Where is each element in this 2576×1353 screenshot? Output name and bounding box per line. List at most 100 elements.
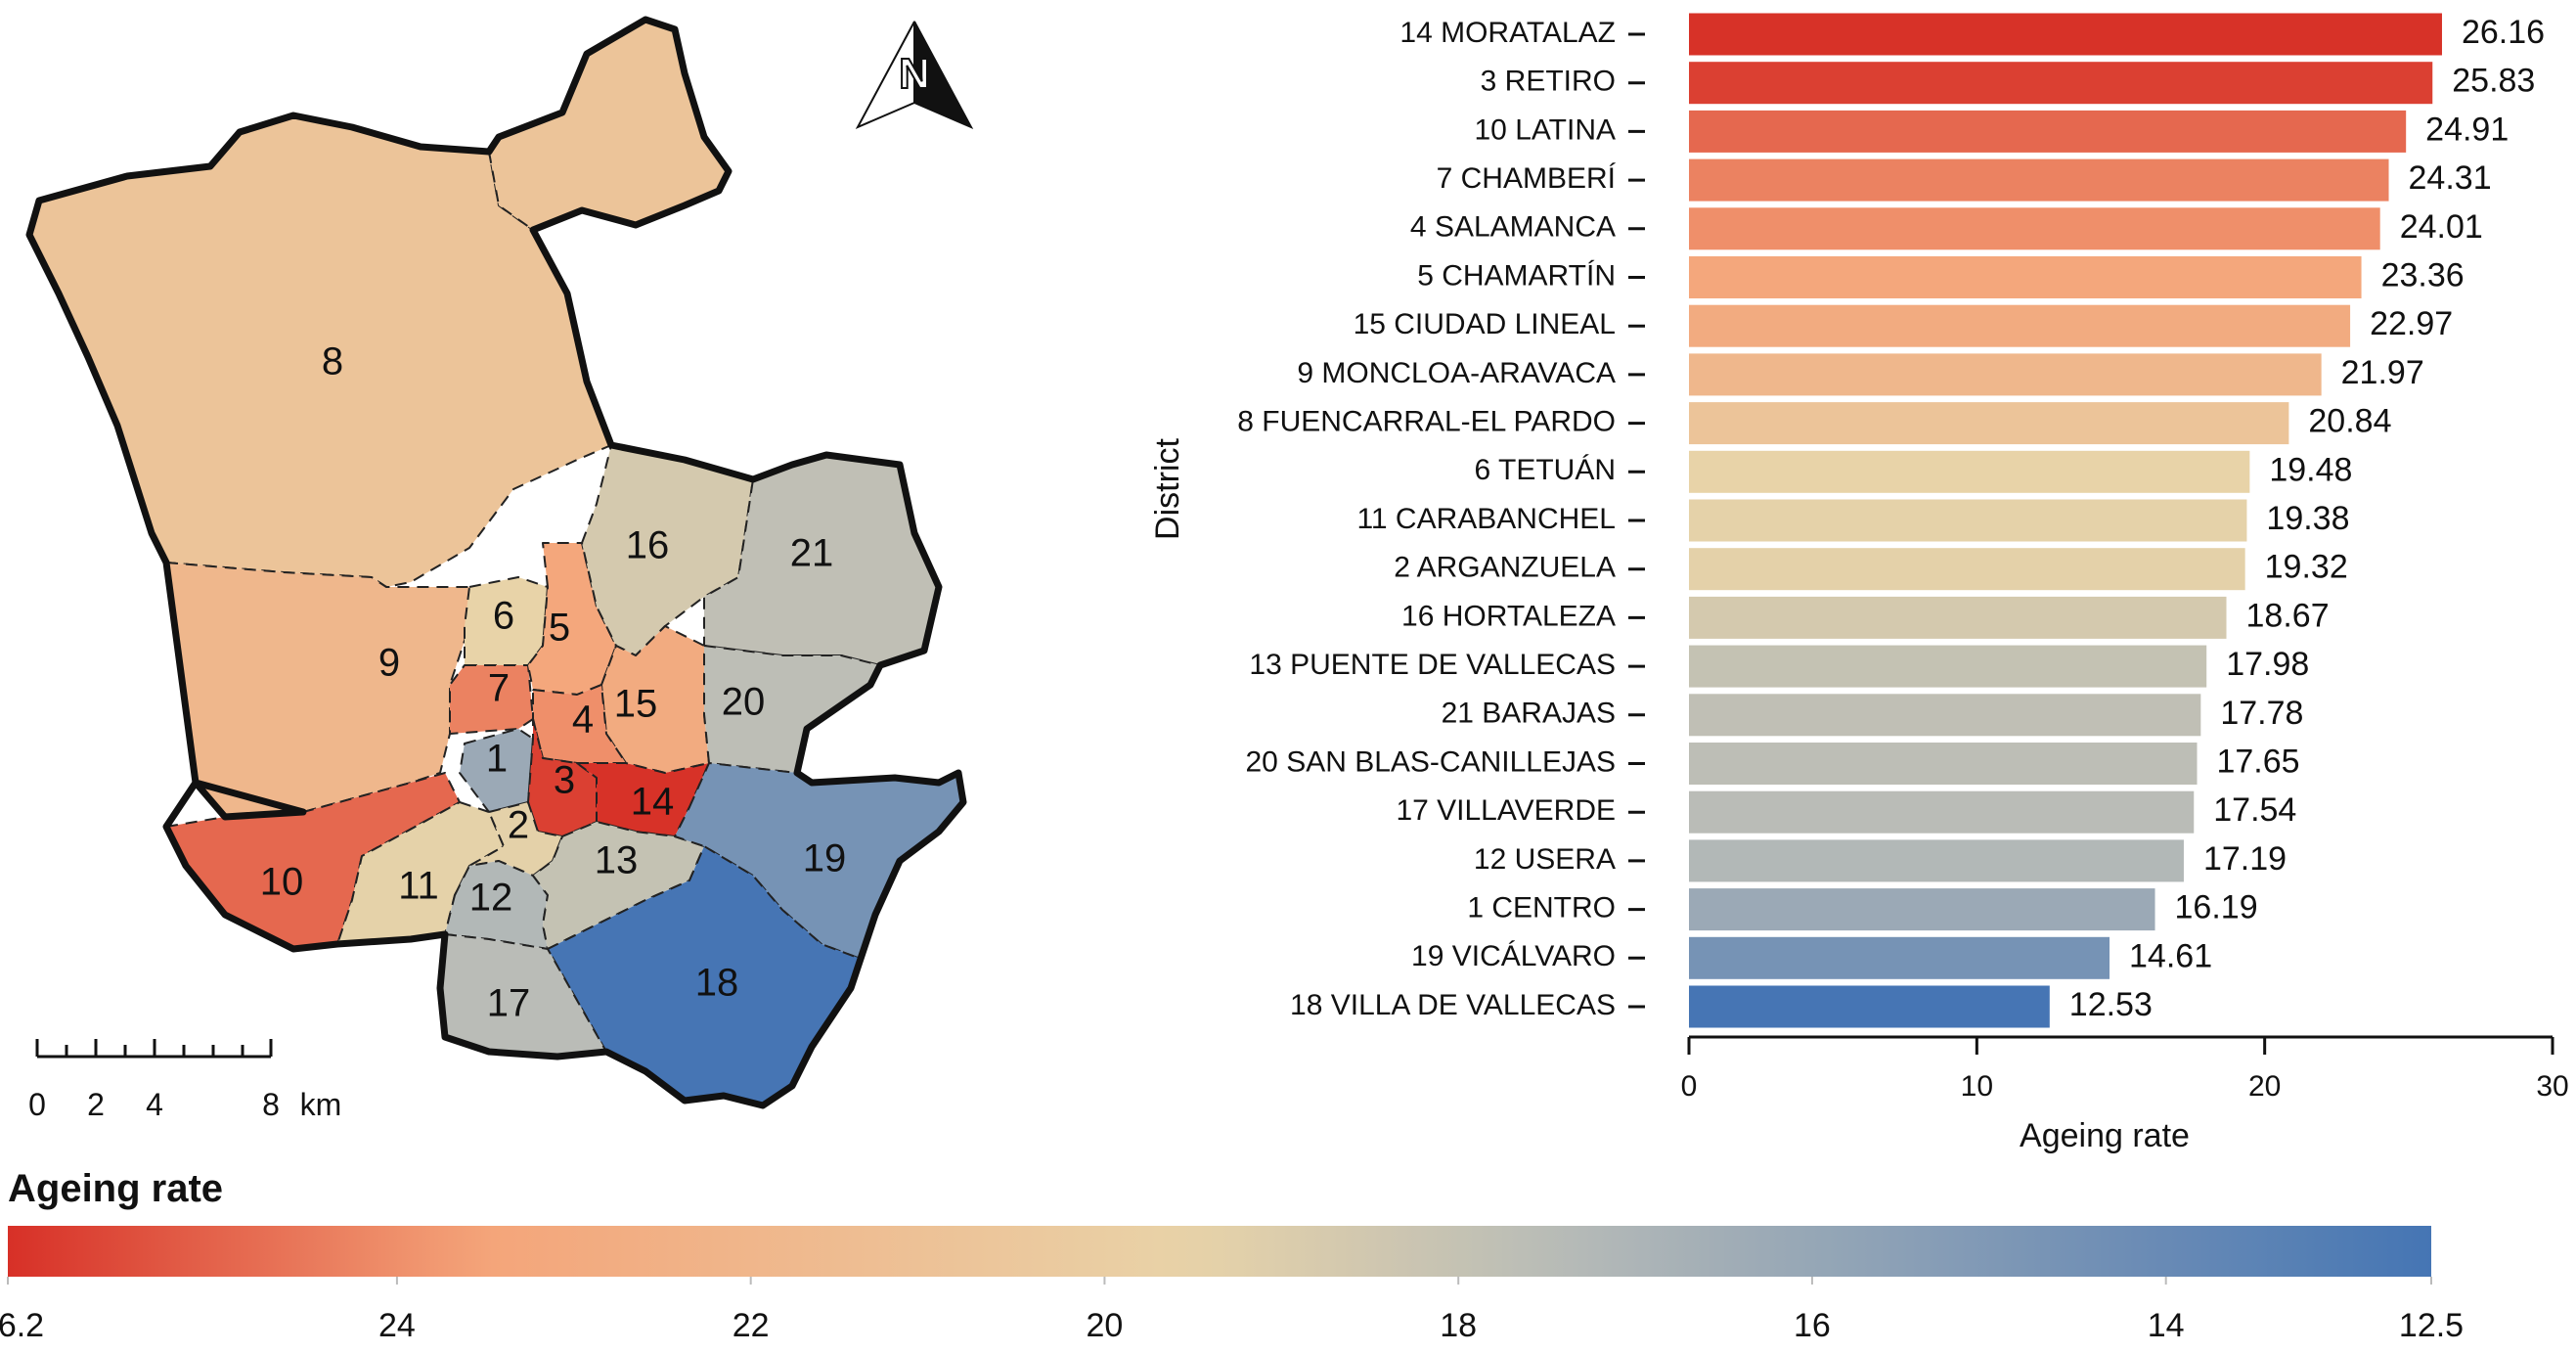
category-label: 13 PUENTE DE VALLECAS bbox=[1249, 649, 1616, 681]
map-label-10: 10 bbox=[260, 861, 304, 904]
legend-tick-label: 18 bbox=[1440, 1307, 1477, 1344]
bar-value-label: 20.84 bbox=[2308, 403, 2391, 440]
legend-ticks: 26.2 24 22 20 18 16 14 12.5 bbox=[0, 1277, 2464, 1344]
map-label-11: 11 bbox=[398, 865, 439, 908]
bar-7 bbox=[1689, 304, 2351, 347]
map-label-7: 7 bbox=[488, 667, 510, 710]
map-label-5: 5 bbox=[549, 607, 570, 650]
map-label-1: 1 bbox=[486, 738, 508, 781]
scale-unit: km bbox=[300, 1087, 342, 1122]
bar-value-labels: 26.16 25.83 24.91 24.31 24.01 23.36 22.97 21.97… bbox=[2069, 14, 2545, 1023]
legend-tick-label: 22 bbox=[733, 1307, 770, 1344]
bar-2 bbox=[1689, 62, 2433, 105]
map-label-19: 19 bbox=[803, 837, 847, 880]
map-label-15: 15 bbox=[614, 683, 658, 726]
bar-3 bbox=[1689, 110, 2407, 153]
bar-value-label: 17.98 bbox=[2226, 646, 2309, 683]
map-label-8: 8 bbox=[322, 340, 343, 383]
legend-tick-label: 26.2 bbox=[0, 1307, 44, 1344]
bar-chart: 26.16 25.83 24.91 24.31 24.01 23.36 22.97 21.97… bbox=[1149, 13, 2569, 1154]
bar-value-label: 19.48 bbox=[2269, 451, 2352, 488]
bar-value-label: 12.53 bbox=[2069, 986, 2153, 1023]
map-label-9: 9 bbox=[378, 642, 400, 685]
legend-tick-label: 12.5 bbox=[2399, 1307, 2464, 1344]
bar-value-label: 18.67 bbox=[2246, 597, 2330, 634]
map-label-20: 20 bbox=[722, 681, 766, 724]
legend-tick-label: 16 bbox=[1794, 1307, 1831, 1344]
map-label-2: 2 bbox=[508, 804, 529, 847]
map-label-3: 3 bbox=[554, 759, 575, 802]
district-5-region bbox=[527, 542, 617, 696]
scale-tick-2: 2 bbox=[87, 1087, 105, 1122]
category-label: 21 BARAJAS bbox=[1442, 698, 1616, 730]
map-label-18: 18 bbox=[695, 962, 739, 1005]
category-label: 9 MONCLOA-ARAVACA bbox=[1297, 357, 1616, 389]
bar-21 bbox=[1689, 985, 2050, 1028]
category-label: 7 CHAMBERÍ bbox=[1437, 162, 1617, 195]
bar-value-label: 24.91 bbox=[2425, 111, 2509, 148]
x-axis-title: Ageing rate bbox=[2020, 1117, 2190, 1154]
legend-title: Ageing rate bbox=[8, 1167, 223, 1210]
category-label: 12 USERA bbox=[1474, 843, 1616, 876]
scale-tick-0: 0 bbox=[28, 1087, 46, 1122]
y-axis-ticks bbox=[1628, 32, 1645, 1009]
map-label-14: 14 bbox=[631, 781, 675, 824]
bar-value-label: 17.54 bbox=[2213, 791, 2296, 829]
legend-tick-label: 20 bbox=[1087, 1307, 1124, 1344]
legend-colorbar bbox=[8, 1226, 2431, 1277]
district-16-region bbox=[581, 444, 754, 656]
bar-14 bbox=[1689, 645, 2207, 688]
bar-value-label: 22.97 bbox=[2370, 305, 2453, 342]
map-label-21: 21 bbox=[790, 532, 834, 575]
category-label: 5 CHAMARTÍN bbox=[1417, 259, 1616, 292]
category-label: 20 SAN BLAS-CANILLEJAS bbox=[1245, 745, 1616, 778]
bar-19 bbox=[1689, 888, 2155, 931]
bar-value-label: 19.32 bbox=[2265, 549, 2348, 586]
bar-value-label: 24.31 bbox=[2409, 159, 2492, 197]
north-arrow-label: N bbox=[899, 50, 930, 98]
bar-6 bbox=[1689, 256, 2362, 298]
category-label: 3 RETIRO bbox=[1481, 66, 1616, 98]
map-label-12: 12 bbox=[469, 877, 513, 920]
category-label: 1 CENTRO bbox=[1467, 892, 1616, 925]
category-label: 16 HORTALEZA bbox=[1401, 600, 1616, 632]
map-label-4: 4 bbox=[572, 699, 594, 742]
map-label-17: 17 bbox=[487, 982, 531, 1025]
bars bbox=[1689, 13, 2442, 1028]
color-legend: Ageing rate 26.2 24 22 20 18 16 14 12.5 bbox=[0, 1167, 2464, 1344]
legend-tick-label: 14 bbox=[2148, 1307, 2185, 1344]
bar-13 bbox=[1689, 596, 2227, 639]
bar-16 bbox=[1689, 743, 2198, 785]
map-label-6: 6 bbox=[493, 595, 514, 638]
map-label-13: 13 bbox=[595, 839, 639, 882]
category-label: 2 ARGANZUELA bbox=[1394, 552, 1616, 584]
map-labels: 8 9 6 5 16 21 7 4 15 20 1 3 14 2 13 19 1… bbox=[260, 340, 847, 1025]
bar-value-label: 23.36 bbox=[2381, 256, 2465, 293]
category-label: 11 CARABANCHEL bbox=[1356, 503, 1616, 535]
bar-value-label: 24.01 bbox=[2400, 208, 2483, 246]
bar-value-label: 17.78 bbox=[2220, 695, 2303, 732]
bar-value-label: 19.38 bbox=[2266, 500, 2349, 537]
bar-value-label: 21.97 bbox=[2341, 354, 2424, 391]
map-label-16: 16 bbox=[626, 524, 670, 567]
bar-value-label: 14.61 bbox=[2129, 937, 2212, 974]
category-label: 19 VICÁLVARO bbox=[1411, 940, 1616, 972]
bar-15 bbox=[1689, 694, 2201, 737]
bar-20 bbox=[1689, 936, 2110, 979]
category-label: 18 VILLA DE VALLECAS bbox=[1290, 989, 1616, 1021]
scale-bar: 0 2 4 8 km bbox=[28, 1039, 341, 1122]
bar-18 bbox=[1689, 839, 2184, 882]
north-arrow-icon: N bbox=[855, 21, 974, 130]
bar-10 bbox=[1689, 450, 2250, 493]
district-13-region bbox=[532, 821, 705, 950]
district-map: 8 9 6 5 16 21 7 4 15 20 1 3 14 2 13 19 1… bbox=[25, 16, 974, 1122]
bar-value-label: 17.65 bbox=[2216, 743, 2299, 780]
category-label: 10 LATINA bbox=[1474, 113, 1616, 146]
x-axis-ticks: 0 10 20 30 bbox=[1681, 1037, 2569, 1103]
bar-value-label: 25.83 bbox=[2452, 63, 2535, 100]
bar-11 bbox=[1689, 499, 2247, 542]
bar-4 bbox=[1689, 158, 2389, 202]
category-label: 4 SALAMANCA bbox=[1410, 211, 1616, 244]
x-tick-label: 0 bbox=[1681, 1070, 1698, 1103]
